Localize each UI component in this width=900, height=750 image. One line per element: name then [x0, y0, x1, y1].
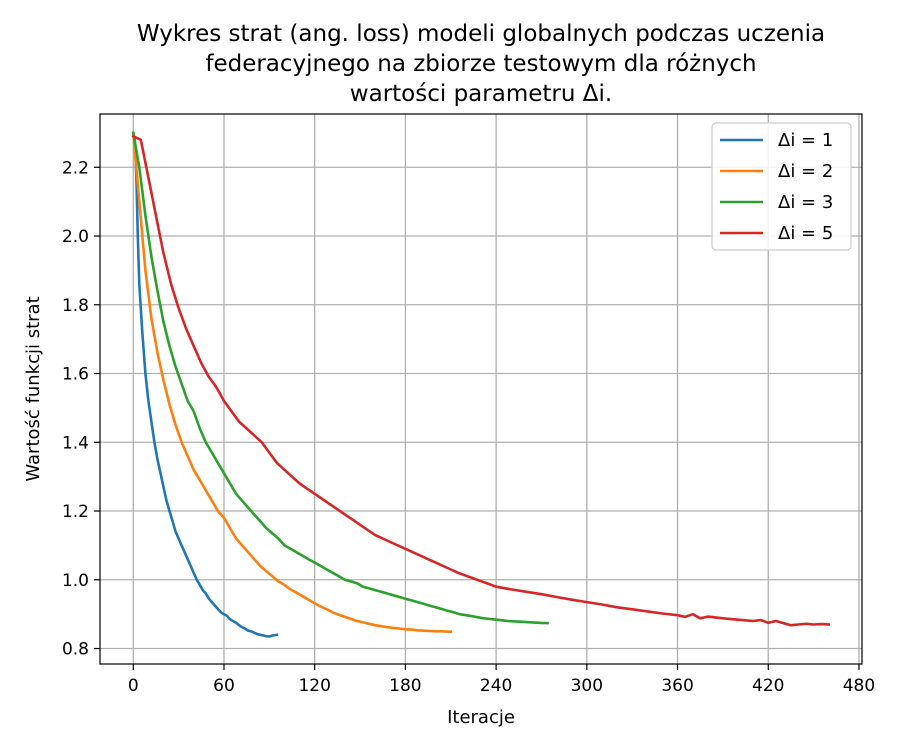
y-tick-label: 2.0 [62, 227, 89, 247]
y-tick-label: 1.8 [62, 296, 89, 316]
legend-label-2: Δi = 2 [778, 161, 833, 182]
series-line-2 [131, 131, 453, 634]
x-tick-label: 300 [571, 676, 603, 696]
y-tick-label: 2.2 [62, 158, 89, 178]
legend-label-1: Δi = 1 [778, 130, 833, 151]
x-tick-label: 120 [298, 676, 330, 696]
y-axis: 0.8 1.0 1.2 1.4 1.6 1.8 2.0 2.2 [62, 158, 100, 660]
x-tick-label: 480 [843, 676, 875, 696]
x-axis-label: Iteracje [447, 707, 515, 728]
legend: Δi = 1 Δi = 2 Δi = 3 Δi = 5 [711, 122, 852, 251]
legend-label-4: Δi = 5 [778, 223, 833, 244]
x-tick-label: 360 [661, 676, 693, 696]
series-line-1 [131, 131, 279, 638]
x-tick-label: 420 [752, 676, 784, 696]
y-axis-label: Wartość funkcji strat [23, 296, 44, 481]
series-line-4 [131, 134, 831, 627]
y-tick-label: 1.0 [62, 571, 89, 591]
x-axis: 0 60 120 180 240 300 360 420 480 [128, 664, 875, 696]
legend-label-3: Δi = 3 [778, 192, 833, 213]
chart-title-line-1: Wykres strat (ang. loss) modeli globalny… [137, 21, 825, 47]
series-line-3 [131, 131, 549, 625]
x-tick-label: 180 [389, 676, 421, 696]
y-tick-label: 1.6 [62, 365, 89, 385]
chart-title-line-3: wartości parametru Δi. [350, 81, 612, 107]
y-tick-label: 0.8 [62, 640, 89, 660]
y-tick-label: 1.2 [62, 502, 89, 522]
legend-box [711, 122, 852, 251]
y-tick-label: 1.4 [62, 433, 89, 453]
series-lines [131, 131, 831, 638]
chart-title-line-2: federacyjnego na zbiorze testowym dla ró… [205, 51, 756, 77]
x-tick-label: 0 [128, 676, 139, 696]
x-tick-label: 240 [480, 676, 512, 696]
x-tick-label: 60 [213, 676, 235, 696]
plot-frame [99, 113, 863, 665]
grid [100, 114, 862, 664]
